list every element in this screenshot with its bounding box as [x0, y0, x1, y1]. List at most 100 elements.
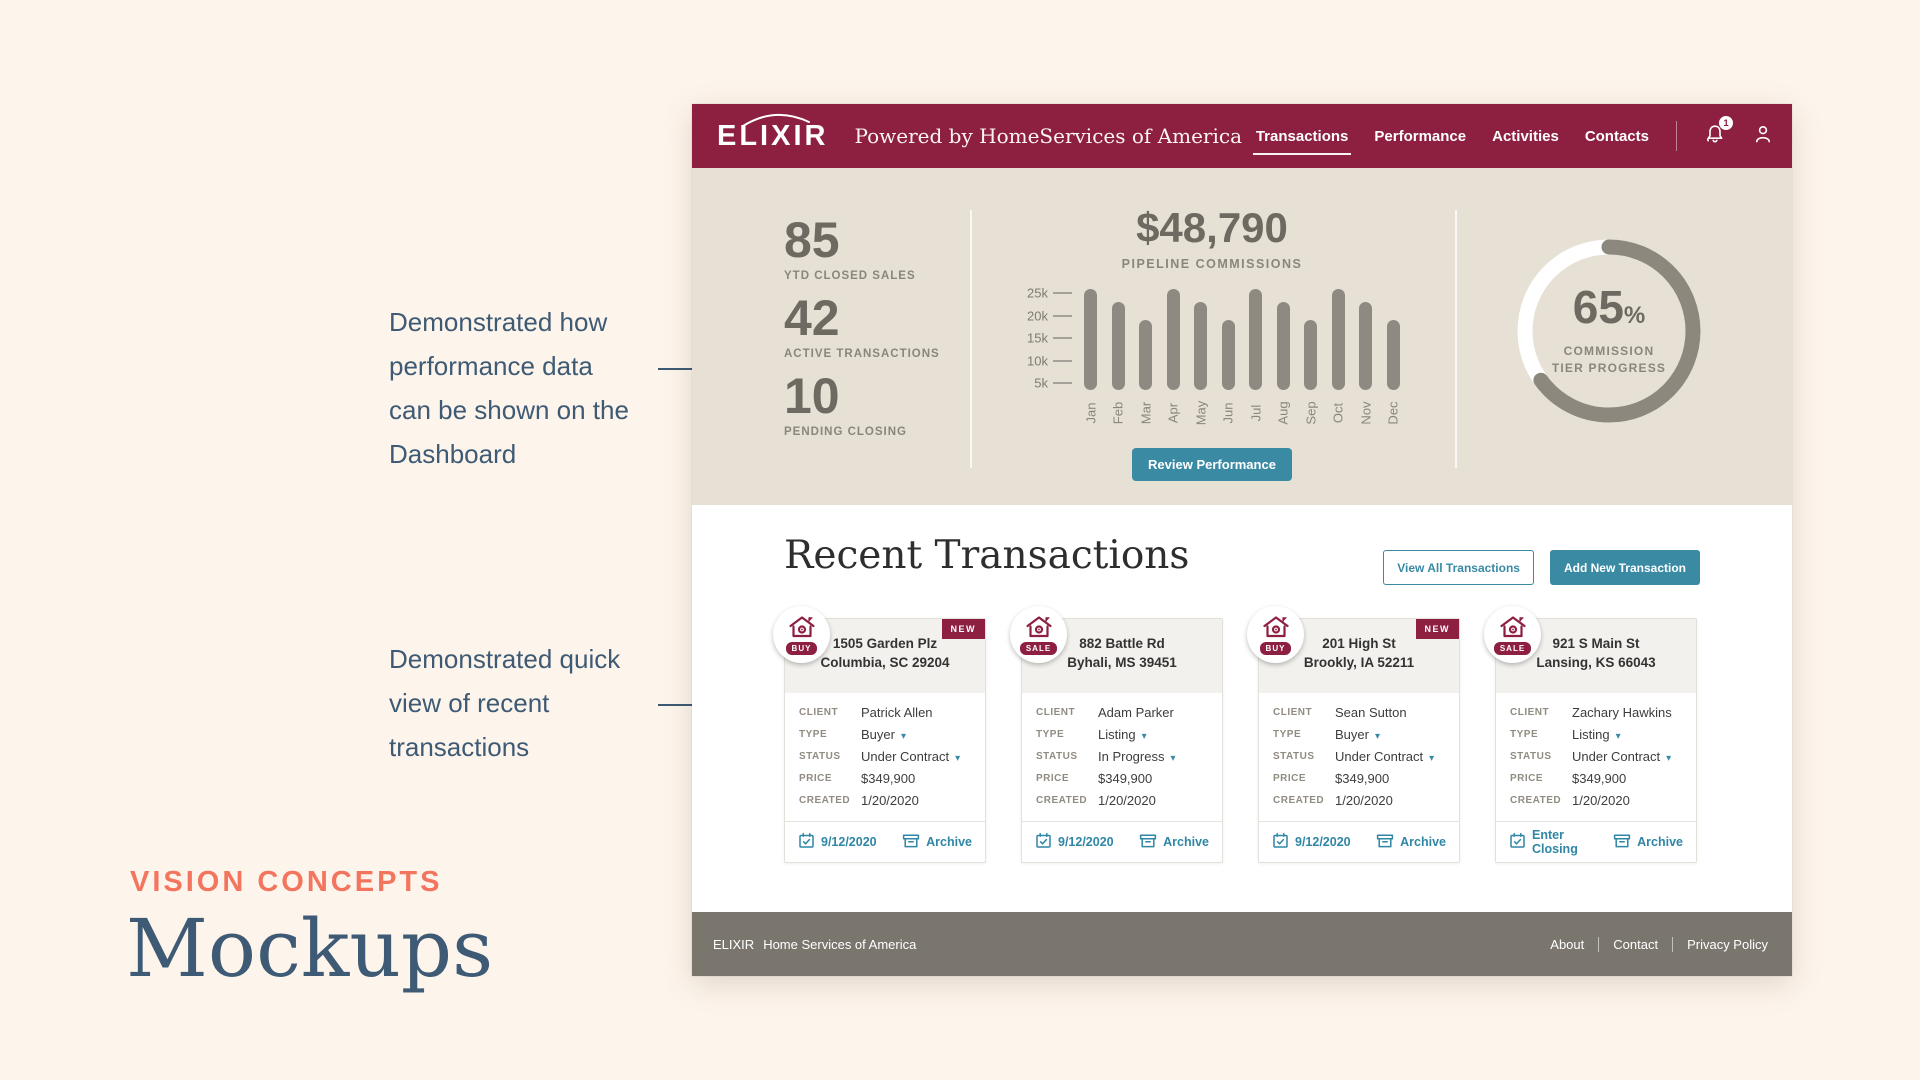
- x-axis-label-cell: Jul: [1242, 390, 1270, 436]
- caret-down-icon[interactable]: ▾: [900, 731, 906, 742]
- caret-down-icon[interactable]: ▾: [1666, 753, 1672, 764]
- property-type-pill: BUY: [783, 640, 820, 657]
- footer-links: About Contact Privacy Policy: [1550, 936, 1768, 952]
- field-value[interactable]: In Progress ▾: [1098, 749, 1176, 764]
- card-footer: 9/12/2020 Archive: [785, 821, 985, 862]
- field-value[interactable]: Listing ▾: [1572, 727, 1621, 742]
- caret-down-icon[interactable]: ▾: [1429, 753, 1435, 764]
- archive-label: Archive: [1637, 835, 1683, 849]
- x-axis-label-cell: Oct: [1325, 390, 1353, 436]
- footer-link-about[interactable]: About: [1550, 936, 1585, 952]
- nav-item-performance[interactable]: Performance: [1374, 127, 1467, 145]
- app-header: ELIXIR Powered by HomeServices of Americ…: [692, 104, 1792, 168]
- field-value: 1/20/2020: [861, 793, 919, 808]
- add-new-transaction-button[interactable]: Add New Transaction: [1549, 550, 1700, 585]
- card-footer: Enter Closing Archive: [1496, 821, 1696, 862]
- field-value[interactable]: Listing ▾: [1098, 727, 1147, 742]
- card-field-row: STATUS Under Contract ▾: [799, 749, 971, 764]
- nav-item-transactions[interactable]: Transactions: [1252, 124, 1351, 155]
- x-axis-label-cell: Dec: [1380, 390, 1408, 436]
- nav-item-contacts[interactable]: Contacts: [1584, 127, 1649, 145]
- section-title: Recent Transactions: [784, 533, 1190, 578]
- caret-down-icon[interactable]: ▾: [1615, 731, 1621, 742]
- recent-transactions-section: Recent Transactions View All Transaction…: [692, 505, 1792, 912]
- house-icon: [1499, 606, 1527, 644]
- footer-brand-name: ELIXIR: [713, 936, 755, 952]
- field-value[interactable]: Under Contract ▾: [1335, 749, 1435, 764]
- stat-value: 42: [784, 290, 840, 346]
- caret-down-icon[interactable]: ▾: [955, 753, 961, 764]
- bar: [1111, 302, 1125, 390]
- bar: [1386, 320, 1400, 390]
- transaction-card: NEW BUY 1505 Garden Plz Columbia, SC 292…: [773, 606, 986, 863]
- bar: [1304, 320, 1318, 390]
- card-field-row: PRICE $349,900: [799, 771, 971, 786]
- review-performance-button[interactable]: Review Performance: [1132, 448, 1292, 481]
- transaction-card: NEW BUY 201 High St Brookly, IA 52211 CL…: [1247, 606, 1460, 863]
- archive-action[interactable]: Archive: [1139, 833, 1209, 852]
- notifications-button[interactable]: 1: [1704, 116, 1733, 149]
- card-footer: 9/12/2020 Archive: [1259, 821, 1459, 862]
- card-body: CLIENT Adam Parker TYPE Listing ▾ STATUS …: [1022, 693, 1222, 808]
- caret-down-icon[interactable]: ▾: [1170, 753, 1176, 764]
- field-value: Patrick Allen: [861, 705, 933, 720]
- property-type-avatar: SALE: [1484, 606, 1541, 663]
- field-value[interactable]: Under Contract ▾: [1572, 749, 1672, 764]
- property-address-line2: Columbia, SC 29204: [820, 655, 950, 670]
- archive-action[interactable]: Archive: [1613, 833, 1683, 852]
- field-label: STATUS: [1510, 751, 1552, 762]
- property-type-pill: SALE: [1491, 640, 1534, 657]
- field-value[interactable]: Buyer ▾: [1335, 727, 1380, 742]
- bar-column-oct: [1325, 284, 1353, 390]
- view-all-transactions-button[interactable]: View All Transactions: [1383, 550, 1534, 585]
- card-footer-date-action[interactable]: 9/12/2020: [1272, 832, 1351, 852]
- nav-item-activities[interactable]: Activities: [1492, 127, 1559, 145]
- stats-column: 85 YTD CLOSED SALES 42 ACTIVE TRANSACTION…: [784, 214, 940, 448]
- pipeline-label: PIPELINE COMMISSIONS: [1121, 257, 1303, 271]
- x-axis-label: Jan: [1083, 402, 1099, 424]
- card-field-row: TYPE Listing ▾: [1510, 727, 1682, 742]
- hero-divider: [1455, 210, 1457, 468]
- field-value: 1/20/2020: [1335, 793, 1393, 808]
- footer-company-name: Home Services of America: [763, 936, 917, 952]
- transaction-card: SALE 921 S Main St Lansing, KS 66043 CLI…: [1484, 606, 1697, 863]
- card-body: CLIENT Zachary Hawkins TYPE Listing ▾ STA…: [1496, 693, 1696, 808]
- caret-down-icon[interactable]: ▾: [1141, 731, 1147, 742]
- bar: [1331, 288, 1345, 390]
- y-axis-tick-label: 5k: [1034, 375, 1048, 391]
- y-axis-tick-mark: [1053, 382, 1072, 385]
- x-axis-label-cell: Feb: [1105, 390, 1133, 436]
- footer-link-privacy-policy[interactable]: Privacy Policy: [1687, 936, 1768, 952]
- footer-link-contact[interactable]: Contact: [1613, 936, 1659, 952]
- x-axis-label-cell: Aug: [1270, 390, 1298, 436]
- archive-action[interactable]: Archive: [1376, 833, 1446, 852]
- calendar-icon: [1035, 832, 1052, 852]
- field-value: Adam Parker: [1098, 705, 1174, 720]
- archive-icon: [1376, 833, 1394, 852]
- house-icon: [788, 606, 816, 644]
- property-type-avatar: BUY: [1247, 606, 1304, 663]
- stat-block: 85 YTD CLOSED SALES: [784, 214, 940, 282]
- x-axis-label: Jul: [1248, 404, 1264, 422]
- stat-value: 10: [784, 368, 840, 424]
- property-address-line1: 1505 Garden Plz: [832, 636, 938, 651]
- field-label: PRICE: [1273, 773, 1307, 784]
- card-footer-date-action[interactable]: 9/12/2020: [1035, 832, 1114, 852]
- card-footer-left-label: 9/12/2020: [1295, 835, 1351, 849]
- card-body: CLIENT Sean Sutton TYPE Buyer ▾ STATUS Un…: [1259, 693, 1459, 808]
- y-axis-tick-mark: [1053, 292, 1072, 295]
- property-type-avatar: BUY: [773, 606, 830, 663]
- logo-arc: [742, 113, 810, 127]
- field-value[interactable]: Buyer ▾: [861, 727, 906, 742]
- property-address-line1: 882 Battle Rd: [1079, 636, 1165, 651]
- account-button[interactable]: [1752, 123, 1774, 149]
- archive-action[interactable]: Archive: [902, 833, 972, 852]
- card-footer-date-action[interactable]: 9/12/2020: [798, 832, 877, 852]
- property-address-line2: Brookly, IA 52211: [1303, 655, 1415, 670]
- bar-column-jan: [1077, 284, 1105, 390]
- field-value[interactable]: Under Contract ▾: [861, 749, 961, 764]
- tier-progress-label: COMMISSION TIER PROGRESS: [1551, 344, 1667, 375]
- card-footer-date-action[interactable]: Enter Closing: [1509, 828, 1613, 856]
- bar-column-mar: [1132, 284, 1160, 390]
- caret-down-icon[interactable]: ▾: [1374, 731, 1380, 742]
